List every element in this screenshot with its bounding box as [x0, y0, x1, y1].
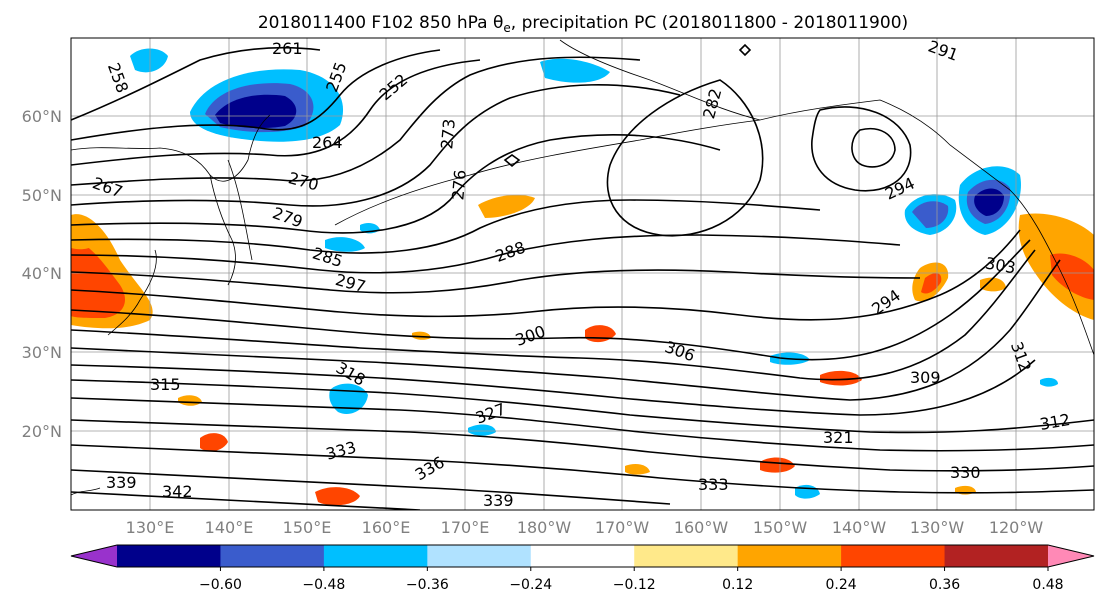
precip-region	[325, 237, 365, 252]
colorbar-tick-label: 0.36	[929, 577, 960, 593]
colorbar-segment	[841, 545, 946, 567]
contour-label: 276	[448, 169, 470, 201]
contour-label: 339	[483, 491, 514, 510]
contour-label: 342	[162, 482, 193, 501]
lon-label: 150°E	[283, 518, 332, 537]
colorbar-segment	[944, 545, 1049, 567]
lon-label: 130°E	[126, 518, 175, 537]
contour-label: 330	[950, 463, 981, 482]
colorbar-tick-label: −0.24	[509, 577, 552, 593]
lon-label: 140°E	[205, 518, 254, 537]
precip-region	[315, 487, 360, 506]
colorbar-segment	[117, 545, 221, 567]
colorbar-extend-max	[1048, 545, 1094, 567]
colorbar-tick-label: −0.60	[199, 577, 242, 593]
precip-region	[1040, 377, 1058, 387]
colorbar-extend-min	[71, 545, 117, 567]
precip-region	[71, 240, 125, 318]
theta-e-contours	[71, 43, 1094, 510]
lat-label: 20°N	[22, 422, 62, 441]
colorbar-segments	[71, 545, 1094, 567]
precip-region	[468, 424, 496, 436]
precip-region	[625, 464, 650, 475]
contour-label: 309	[910, 368, 941, 387]
colorbar-ticks: −0.60 −0.48 −0.36 −0.24 −0.12 0.12 0.24 0.36 0.4…	[199, 567, 1064, 593]
map-frame	[70, 37, 1095, 511]
precip-region	[215, 94, 297, 129]
colorbar-segment	[323, 545, 428, 567]
colorbar-segment	[530, 545, 635, 567]
coastlines	[71, 39, 1094, 496]
colorbar-tick-label: −0.48	[302, 577, 345, 593]
contour-label: 261	[272, 39, 303, 58]
longitude-labels: 130°E 140°E 150°E 160°E 170°E 180°W 170°…	[126, 518, 1044, 537]
precip-region	[540, 58, 610, 83]
precip-region	[820, 370, 862, 386]
precip-region	[200, 433, 228, 452]
precip-region	[980, 277, 1006, 292]
lon-label: 180°W	[517, 518, 572, 537]
colorbar-tick-label: −0.36	[406, 577, 449, 593]
lat-label: 30°N	[22, 343, 62, 362]
colorbar-segment	[737, 545, 842, 567]
precip-region	[912, 201, 949, 228]
contour-label: 333	[698, 475, 729, 494]
colorbar: −0.60 −0.48 −0.36 −0.24 −0.12 0.12 0.24 0.36 0.4…	[70, 544, 1095, 593]
latitude-labels: 60°N 50°N 40°N 30°N 20°N	[22, 107, 62, 441]
colorbar-tick-label: 0.12	[722, 577, 753, 593]
map-area: 261 258 255 252 264 267 270 273 276 279 …	[70, 37, 1095, 511]
lon-label: 170°E	[441, 518, 490, 537]
colorbar-tick-label: 0.48	[1032, 577, 1063, 593]
precip-region	[130, 48, 168, 73]
precip-shading	[71, 48, 1094, 506]
colorbar-segment	[427, 545, 532, 567]
lon-label: 120°W	[989, 518, 1044, 537]
lon-label: 170°W	[595, 518, 650, 537]
contour-label: 339	[106, 473, 137, 492]
map-title: 2018011400 F102 850 hPa θe, precipitatio…	[258, 13, 908, 35]
lat-label: 50°N	[22, 186, 62, 205]
contour-label: 321	[823, 428, 854, 447]
lon-label: 160°W	[674, 518, 729, 537]
colorbar-outline	[70, 544, 1095, 568]
precip-region	[412, 331, 431, 340]
contour-label: 315	[150, 375, 181, 394]
lat-label: 40°N	[22, 264, 62, 283]
colorbar-tick-label: 0.24	[826, 577, 857, 593]
precip-region	[478, 194, 535, 218]
lon-label: 140°W	[832, 518, 887, 537]
precip-region	[71, 219, 95, 250]
precip-region	[1050, 253, 1094, 300]
contour-label: 264	[312, 133, 343, 152]
precip-region	[760, 457, 795, 473]
colorbar-tick-label: −0.12	[613, 577, 656, 593]
lon-label: 130°W	[910, 518, 965, 537]
contour-label: 273	[437, 118, 459, 150]
lat-label: 60°N	[22, 107, 62, 126]
lon-label: 150°W	[753, 518, 808, 537]
precip-region	[921, 273, 942, 294]
lon-label: 160°E	[362, 518, 411, 537]
colorbar-segment	[634, 545, 739, 567]
colorbar-segment	[220, 545, 325, 567]
